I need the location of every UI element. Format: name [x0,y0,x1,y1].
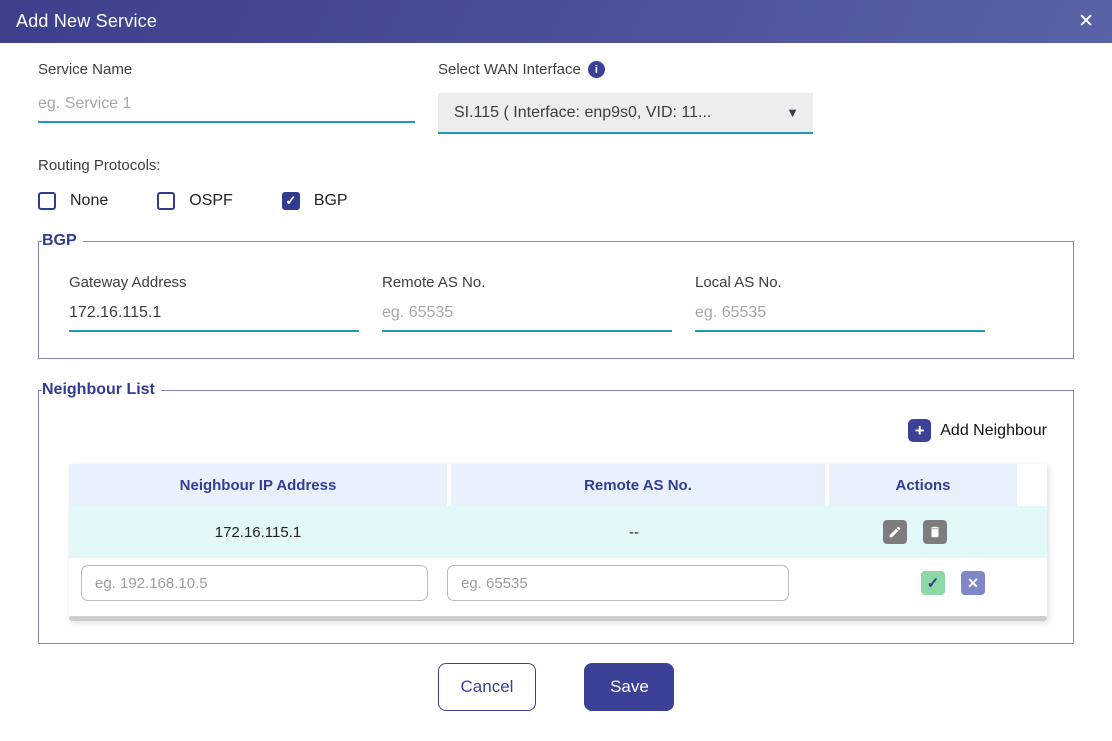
service-name-label: Service Name [38,61,133,78]
row-neighbour-ip: 172.16.115.1 [214,523,302,541]
bgp-section-legend: BGP [42,232,77,249]
remote-as-input[interactable] [382,292,672,332]
add-new-service-dialog: Add New Service ✕ Service Name Select WA… [0,0,1112,711]
neighbour-list-legend: Neighbour List [42,381,155,398]
row-remote-as: -- [629,523,639,541]
checkbox-bgp-box[interactable]: ✓ [281,192,300,210]
neighbour-list-section: Neighbour List + Add Neighbour Neighbour… [38,381,1074,644]
discard-neighbour-button[interactable]: ✕ [961,571,985,595]
edit-button[interactable] [883,520,907,544]
new-neighbour-row: ✓ ✕ [69,558,1047,608]
save-button[interactable]: Save [584,663,675,711]
checkbox-ospf-box[interactable]: ✓ [157,192,176,210]
trash-icon [930,526,940,538]
routing-protocols-group: ✓ None ✓ OSPF ✓ BGP [38,192,1074,210]
routing-protocols-label: Routing Protocols: [38,157,161,174]
close-icon[interactable]: ✕ [1078,11,1094,32]
chevron-down-icon: ▼ [786,105,799,120]
add-neighbour-button[interactable]: + Add Neighbour [908,419,1047,442]
dialog-header: Add New Service ✕ [0,0,1112,43]
wan-interface-label: Select WAN Interface [438,61,581,78]
gateway-address-input[interactable] [69,292,359,332]
new-neighbour-as-input[interactable] [447,565,789,601]
header-neighbour-ip: Neighbour IP Address [69,464,447,506]
x-icon: ✕ [967,574,979,591]
add-neighbour-label: Add Neighbour [940,421,1047,439]
dialog-title: Add New Service [16,11,158,31]
delete-button[interactable] [923,520,947,544]
plus-icon: + [908,419,932,442]
checkbox-bgp-label: BGP [313,192,348,209]
cancel-button[interactable]: Cancel [437,663,537,711]
checkbox-none[interactable]: ✓ None [38,192,108,210]
table-row: 172.16.115.1 -- [69,506,1047,558]
header-remote-as: Remote AS No. [451,464,825,506]
checkbox-ospf-label: OSPF [189,192,233,209]
checkbox-ospf[interactable]: ✓ OSPF [157,192,233,210]
wan-interface-selected-value: SI.115 ( Interface: enp9s0, VID: 11... [454,103,712,121]
check-icon: ✓ [926,575,940,592]
header-actions: Actions [829,464,1017,506]
wan-interface-select[interactable]: SI.115 ( Interface: enp9s0, VID: 11... ▼ [438,93,813,134]
new-neighbour-ip-input[interactable] [81,565,428,601]
checkbox-none-label: None [70,192,109,209]
pencil-icon [889,526,901,538]
bgp-section: BGP Gateway Address Remote AS No. Local … [38,232,1074,359]
horizontal-scrollbar[interactable] [69,616,1047,621]
info-icon[interactable]: i [587,61,605,78]
neighbour-table: Neighbour IP Address Remote AS No. Actio… [69,464,1047,621]
dialog-footer: Cancel Save [38,663,1074,711]
neighbour-table-header: Neighbour IP Address Remote AS No. Actio… [69,464,1047,506]
local-as-input[interactable] [695,292,985,332]
gateway-address-label: Gateway Address [69,274,187,291]
dialog-body: Service Name Select WAN Interface i SI.1… [0,43,1112,711]
checkbox-bgp[interactable]: ✓ BGP [281,192,348,210]
remote-as-label: Remote AS No. [382,274,486,291]
confirm-neighbour-button[interactable]: ✓ [921,571,945,595]
service-name-input[interactable] [38,79,415,123]
checkbox-none-box[interactable]: ✓ [38,192,56,210]
local-as-label: Local AS No. [695,274,782,291]
